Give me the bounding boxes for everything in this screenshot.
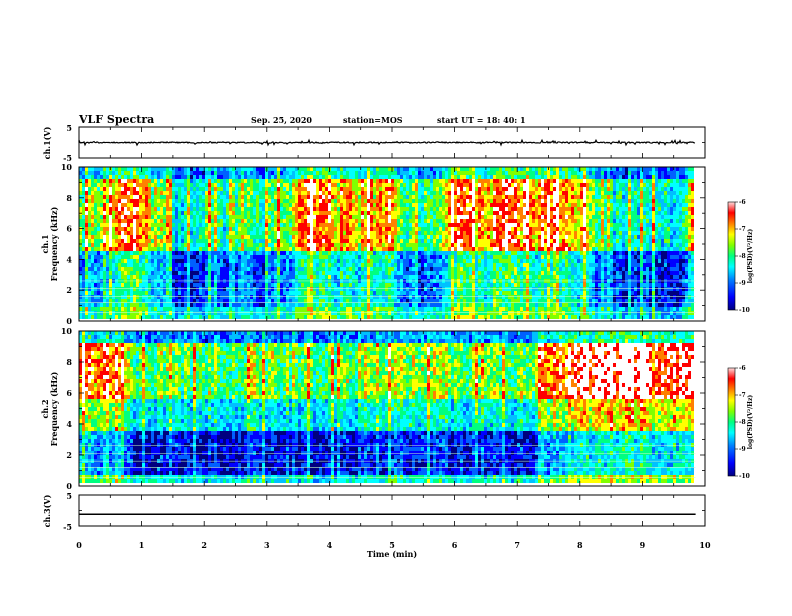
xtick-label: 4 xyxy=(327,540,333,550)
colorbar-label: log(PSD)(V²/Hz) xyxy=(747,229,754,284)
colorbar-tick-label: -6 xyxy=(739,365,746,372)
colorbar-tick-label: -8 xyxy=(739,419,746,426)
colorbar-tick-label: -9 xyxy=(739,446,746,453)
colorbar-tick-label: -9 xyxy=(739,280,746,287)
ytick-label: 10 xyxy=(61,162,73,172)
ytick-label: 5 xyxy=(66,123,72,133)
ytick-labels: 0 2 4 6 8 10 xyxy=(61,162,73,326)
ytick-label: 0 xyxy=(66,316,72,326)
xtick-label: 7 xyxy=(514,540,520,550)
xtick-label: 3 xyxy=(264,540,270,550)
ytick-label: 0 xyxy=(66,481,72,491)
ytick-label: 4 xyxy=(66,419,72,429)
spectrogram-cells xyxy=(79,167,705,321)
spectrogram-cells xyxy=(79,331,705,486)
xtick-label: 10 xyxy=(699,540,711,550)
xtick-label: 8 xyxy=(577,540,583,550)
colorbar-gradient xyxy=(728,368,735,476)
colorbar-gradient xyxy=(728,202,735,310)
colorbar-tick-label: -8 xyxy=(739,253,746,260)
ch1-trace xyxy=(79,140,695,145)
figure-title: VLF Spectra xyxy=(78,113,154,126)
colorbar-ch2: -6 -7 -8 -9 -10 log(PSD)(V²/Hz) xyxy=(728,365,754,480)
colorbar-tick-label: -10 xyxy=(739,307,750,314)
ytick-label: 10 xyxy=(61,326,73,336)
xtick-label: 0 xyxy=(76,540,82,550)
header-start-ut: start UT = 18: 40: 1 xyxy=(437,115,526,125)
ytick-label: 6 xyxy=(66,388,72,398)
colorbar-tick-label: -7 xyxy=(739,226,746,233)
ytick-label: -5 xyxy=(63,522,72,532)
ch1-waveform-line xyxy=(79,140,695,145)
header-date: Sep. 25, 2020 xyxy=(251,115,312,125)
y-axis-label: ch.3(V) xyxy=(42,494,52,527)
ytick-labels: 0 2 4 6 8 10 xyxy=(61,326,73,491)
colorbar-tick-label: -6 xyxy=(739,199,746,206)
xtick-label: 9 xyxy=(640,540,646,550)
ytick-label: 8 xyxy=(66,193,72,203)
xtick-label: 2 xyxy=(201,540,207,550)
panel-ch3-waveform: 5 -5 ch.3(V) xyxy=(42,491,705,532)
panel-ch1-waveform: 5 -5 ch.1(V) xyxy=(42,123,705,163)
colorbar-tick-label: -10 xyxy=(739,473,750,480)
ytick-label: 5 xyxy=(66,491,72,501)
ytick-label: 2 xyxy=(66,450,72,460)
ytick-label: 8 xyxy=(66,357,72,367)
xtick-label: 1 xyxy=(139,540,145,550)
ytick-label: 2 xyxy=(66,285,72,295)
colorbar-tick-label: -7 xyxy=(739,392,746,399)
y-axis-label-frequency: Frequency (kHz) xyxy=(49,371,59,446)
x-axis-label: Time (min) xyxy=(367,549,417,559)
ytick-label: 6 xyxy=(66,224,72,234)
colorbar-ch1: -6 -7 -8 -9 -10 log(PSD)(V²/Hz) xyxy=(728,199,754,314)
y-axis-label-frequency: Frequency (kHz) xyxy=(49,206,59,281)
panel-ticks xyxy=(79,495,705,526)
xtick-label: 6 xyxy=(452,540,458,550)
header-station: station=MOS xyxy=(343,115,403,125)
colorbar-label: log(PSD)(V²/Hz) xyxy=(747,395,754,450)
ytick-label: 4 xyxy=(66,254,72,264)
y-axis-label: ch.1(V) xyxy=(42,126,52,159)
